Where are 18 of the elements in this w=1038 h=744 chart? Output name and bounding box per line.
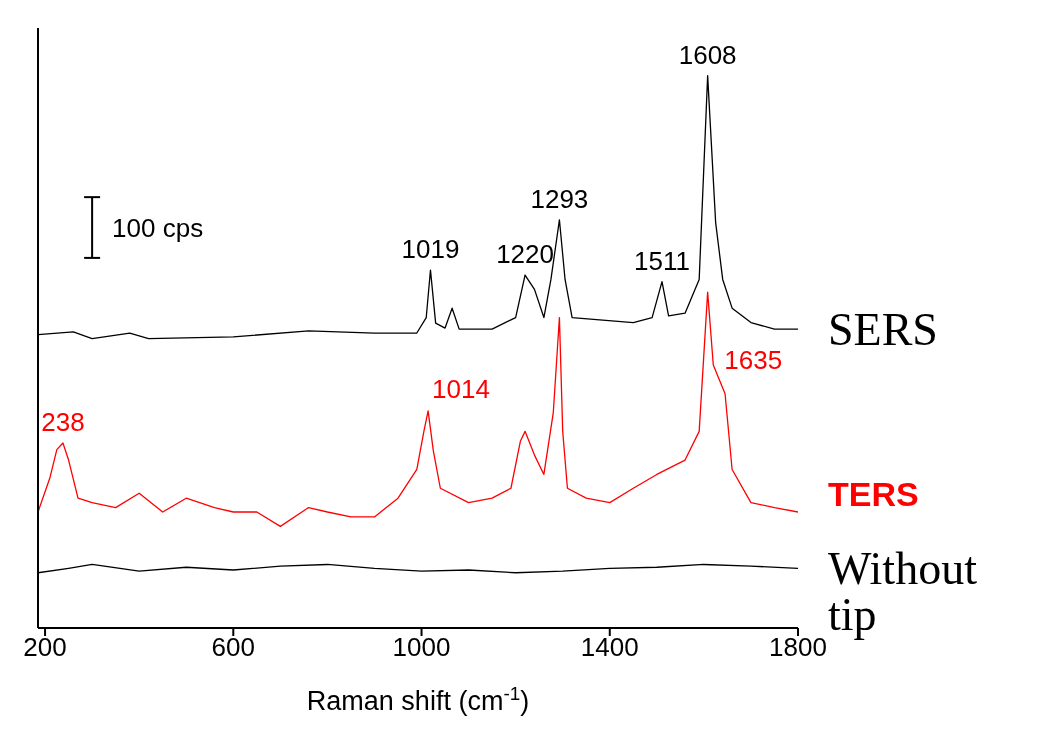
series-label: TERS	[828, 475, 919, 513]
x-tick-label: 600	[211, 632, 255, 663]
series-label: Without tip	[828, 543, 978, 641]
annotation: 1293	[530, 183, 589, 214]
annotation: 1014	[432, 374, 490, 405]
annotation: 1608	[678, 39, 737, 70]
x-tick-label: 200	[23, 632, 67, 663]
annotation: 1019	[401, 234, 460, 265]
annotation: 1635	[724, 345, 783, 376]
x-axis-title: Raman shift (cm$^{-1}$)	[306, 682, 530, 716]
series-label: SERS	[828, 304, 938, 356]
annotation: 1220	[496, 239, 554, 270]
x-tick-label: 1800	[769, 632, 827, 663]
x-tick-label: 1400	[580, 632, 639, 663]
annotation: 238	[41, 406, 85, 437]
annotation: 1511	[634, 245, 690, 276]
annotation: 100 cps	[112, 212, 204, 243]
x-tick-label: 1000	[392, 632, 451, 663]
